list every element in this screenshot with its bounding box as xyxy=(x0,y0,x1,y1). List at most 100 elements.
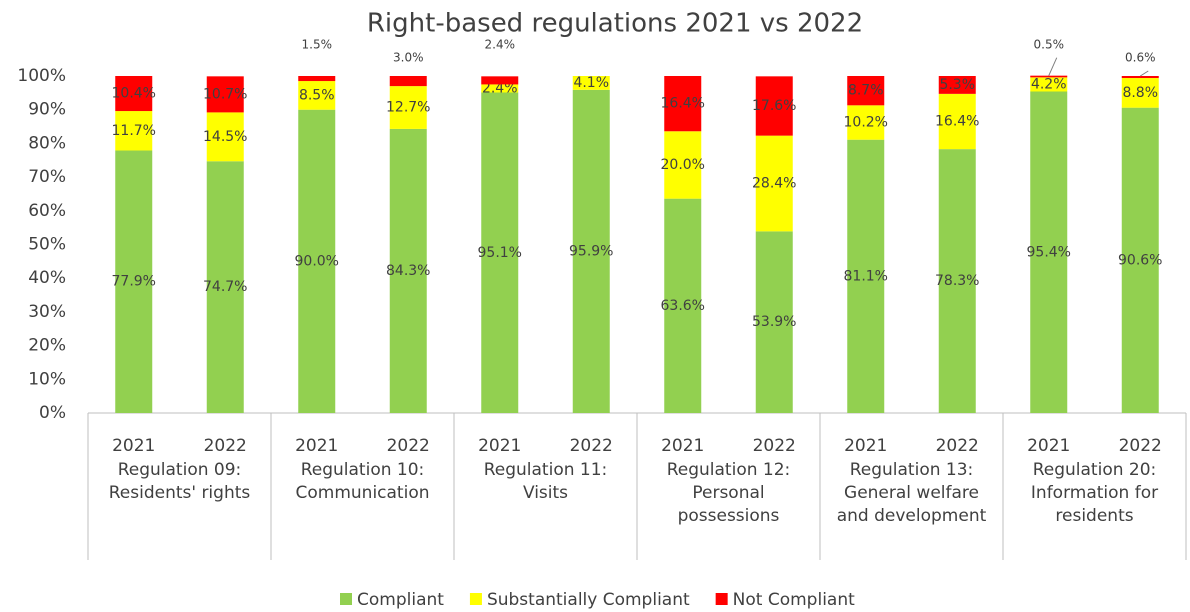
legend-label: Compliant xyxy=(357,590,444,610)
x-tick-label: 2022 xyxy=(1119,436,1162,456)
data-label: 74.7% xyxy=(203,279,247,295)
bar-segment xyxy=(938,76,976,94)
legend-label: Substantially Compliant xyxy=(487,590,690,610)
legend-swatch xyxy=(715,593,728,605)
y-tick-label: 0% xyxy=(39,403,66,423)
bar-segment xyxy=(755,231,793,413)
bar-segment xyxy=(664,131,702,199)
group-label: possessions xyxy=(678,506,780,526)
y-tick-label: 100% xyxy=(17,66,66,86)
data-label: 10.2% xyxy=(844,115,888,131)
bar-segment xyxy=(1121,107,1159,413)
x-tick-label: 2021 xyxy=(478,436,521,456)
data-label: 11.7% xyxy=(112,123,156,139)
data-label: 84.3% xyxy=(386,263,430,279)
bar-segment xyxy=(481,84,519,93)
data-label: 81.1% xyxy=(844,268,888,284)
data-label: 53.9% xyxy=(752,314,796,330)
group-label: Residents' rights xyxy=(109,483,251,503)
bar-segment xyxy=(206,76,244,113)
bar-segment xyxy=(298,76,336,82)
group-label: Regulation 20: xyxy=(1033,460,1157,480)
data-label: 4.1% xyxy=(573,75,609,91)
data-label: 17.6% xyxy=(752,98,796,114)
bar-segment xyxy=(847,76,885,106)
data-label: 5.3% xyxy=(939,77,975,93)
bar-segment xyxy=(664,76,702,132)
data-label: 95.9% xyxy=(569,243,613,259)
legend-label: Not Compliant xyxy=(733,590,855,610)
y-tick-label: 30% xyxy=(28,302,66,322)
bar-segment xyxy=(847,105,885,140)
data-label: 3.0% xyxy=(393,51,424,65)
bar-segment xyxy=(938,149,976,413)
bar-segment xyxy=(1030,91,1068,413)
data-label: 8.7% xyxy=(848,83,884,99)
bar-segment xyxy=(206,161,244,413)
x-tick-label: 2022 xyxy=(204,436,247,456)
group-label: Visits xyxy=(523,483,568,503)
bar-segment xyxy=(206,112,244,162)
x-tick-label: 2021 xyxy=(844,436,887,456)
data-label: 14.5% xyxy=(203,129,247,145)
x-tick-label: 2021 xyxy=(661,436,704,456)
bar-segment xyxy=(298,109,336,413)
data-label: 90.0% xyxy=(295,253,339,269)
group-label: Information for xyxy=(1031,483,1158,503)
bar-segment xyxy=(572,89,610,413)
chart-title: Right-based regulations 2021 vs 2022 xyxy=(367,9,863,39)
legend-swatch xyxy=(469,593,482,605)
y-tick-label: 50% xyxy=(28,235,66,255)
legend-swatch xyxy=(340,593,352,605)
data-label: 8.5% xyxy=(299,87,335,103)
x-tick-label: 2022 xyxy=(570,436,613,456)
y-tick-label: 80% xyxy=(28,133,66,153)
bar-segment xyxy=(389,86,427,129)
group-label: Regulation 11: xyxy=(484,460,608,480)
data-label: 0.5% xyxy=(1034,38,1065,52)
bar-segment xyxy=(755,135,793,232)
x-tick-label: 2021 xyxy=(295,436,338,456)
x-tick-label: 2022 xyxy=(387,436,430,456)
bar-segment xyxy=(1030,77,1068,92)
data-label: 2.4% xyxy=(485,38,516,52)
data-label: 8.8% xyxy=(1122,85,1158,101)
data-label: 0.6% xyxy=(1125,51,1156,65)
y-tick-label: 10% xyxy=(28,369,66,389)
group-label: residents xyxy=(1055,506,1133,526)
data-label: 2.4% xyxy=(482,80,518,96)
y-tick-label: 40% xyxy=(28,268,66,288)
bar-segment xyxy=(1121,76,1159,79)
x-tick-label: 2021 xyxy=(112,436,155,456)
group-label: Regulation 10: xyxy=(301,460,425,480)
data-label: 16.4% xyxy=(935,113,979,129)
bar-segment xyxy=(1121,78,1159,108)
group-label: Regulation 09: xyxy=(118,460,242,480)
bar-segment xyxy=(298,81,336,110)
y-tick-label: 20% xyxy=(28,336,66,356)
bar-segment xyxy=(572,76,610,90)
bar-segment xyxy=(664,198,702,413)
bar-segment xyxy=(481,92,519,413)
bar-segment xyxy=(1030,75,1068,78)
data-label: 78.3% xyxy=(935,273,979,289)
bar-segment xyxy=(115,76,153,112)
x-tick-label: 2022 xyxy=(753,436,796,456)
bar-segment xyxy=(847,139,885,413)
y-tick-label: 60% xyxy=(28,201,66,221)
group-label: General welfare xyxy=(844,483,979,503)
data-label: 4.2% xyxy=(1031,76,1067,92)
data-label: 77.9% xyxy=(112,274,156,290)
data-label: 90.6% xyxy=(1118,252,1162,268)
bar-segment xyxy=(389,76,427,87)
y-tick-label: 70% xyxy=(28,167,66,187)
bar-segment xyxy=(481,76,519,85)
x-tick-label: 2021 xyxy=(1027,436,1070,456)
bar-segment xyxy=(938,93,976,150)
group-label: Regulation 13: xyxy=(850,460,974,480)
data-label: 10.4% xyxy=(112,86,156,102)
group-label: Personal xyxy=(692,483,764,503)
leader-line xyxy=(1048,57,1058,76)
data-label: 20.0% xyxy=(661,157,705,173)
